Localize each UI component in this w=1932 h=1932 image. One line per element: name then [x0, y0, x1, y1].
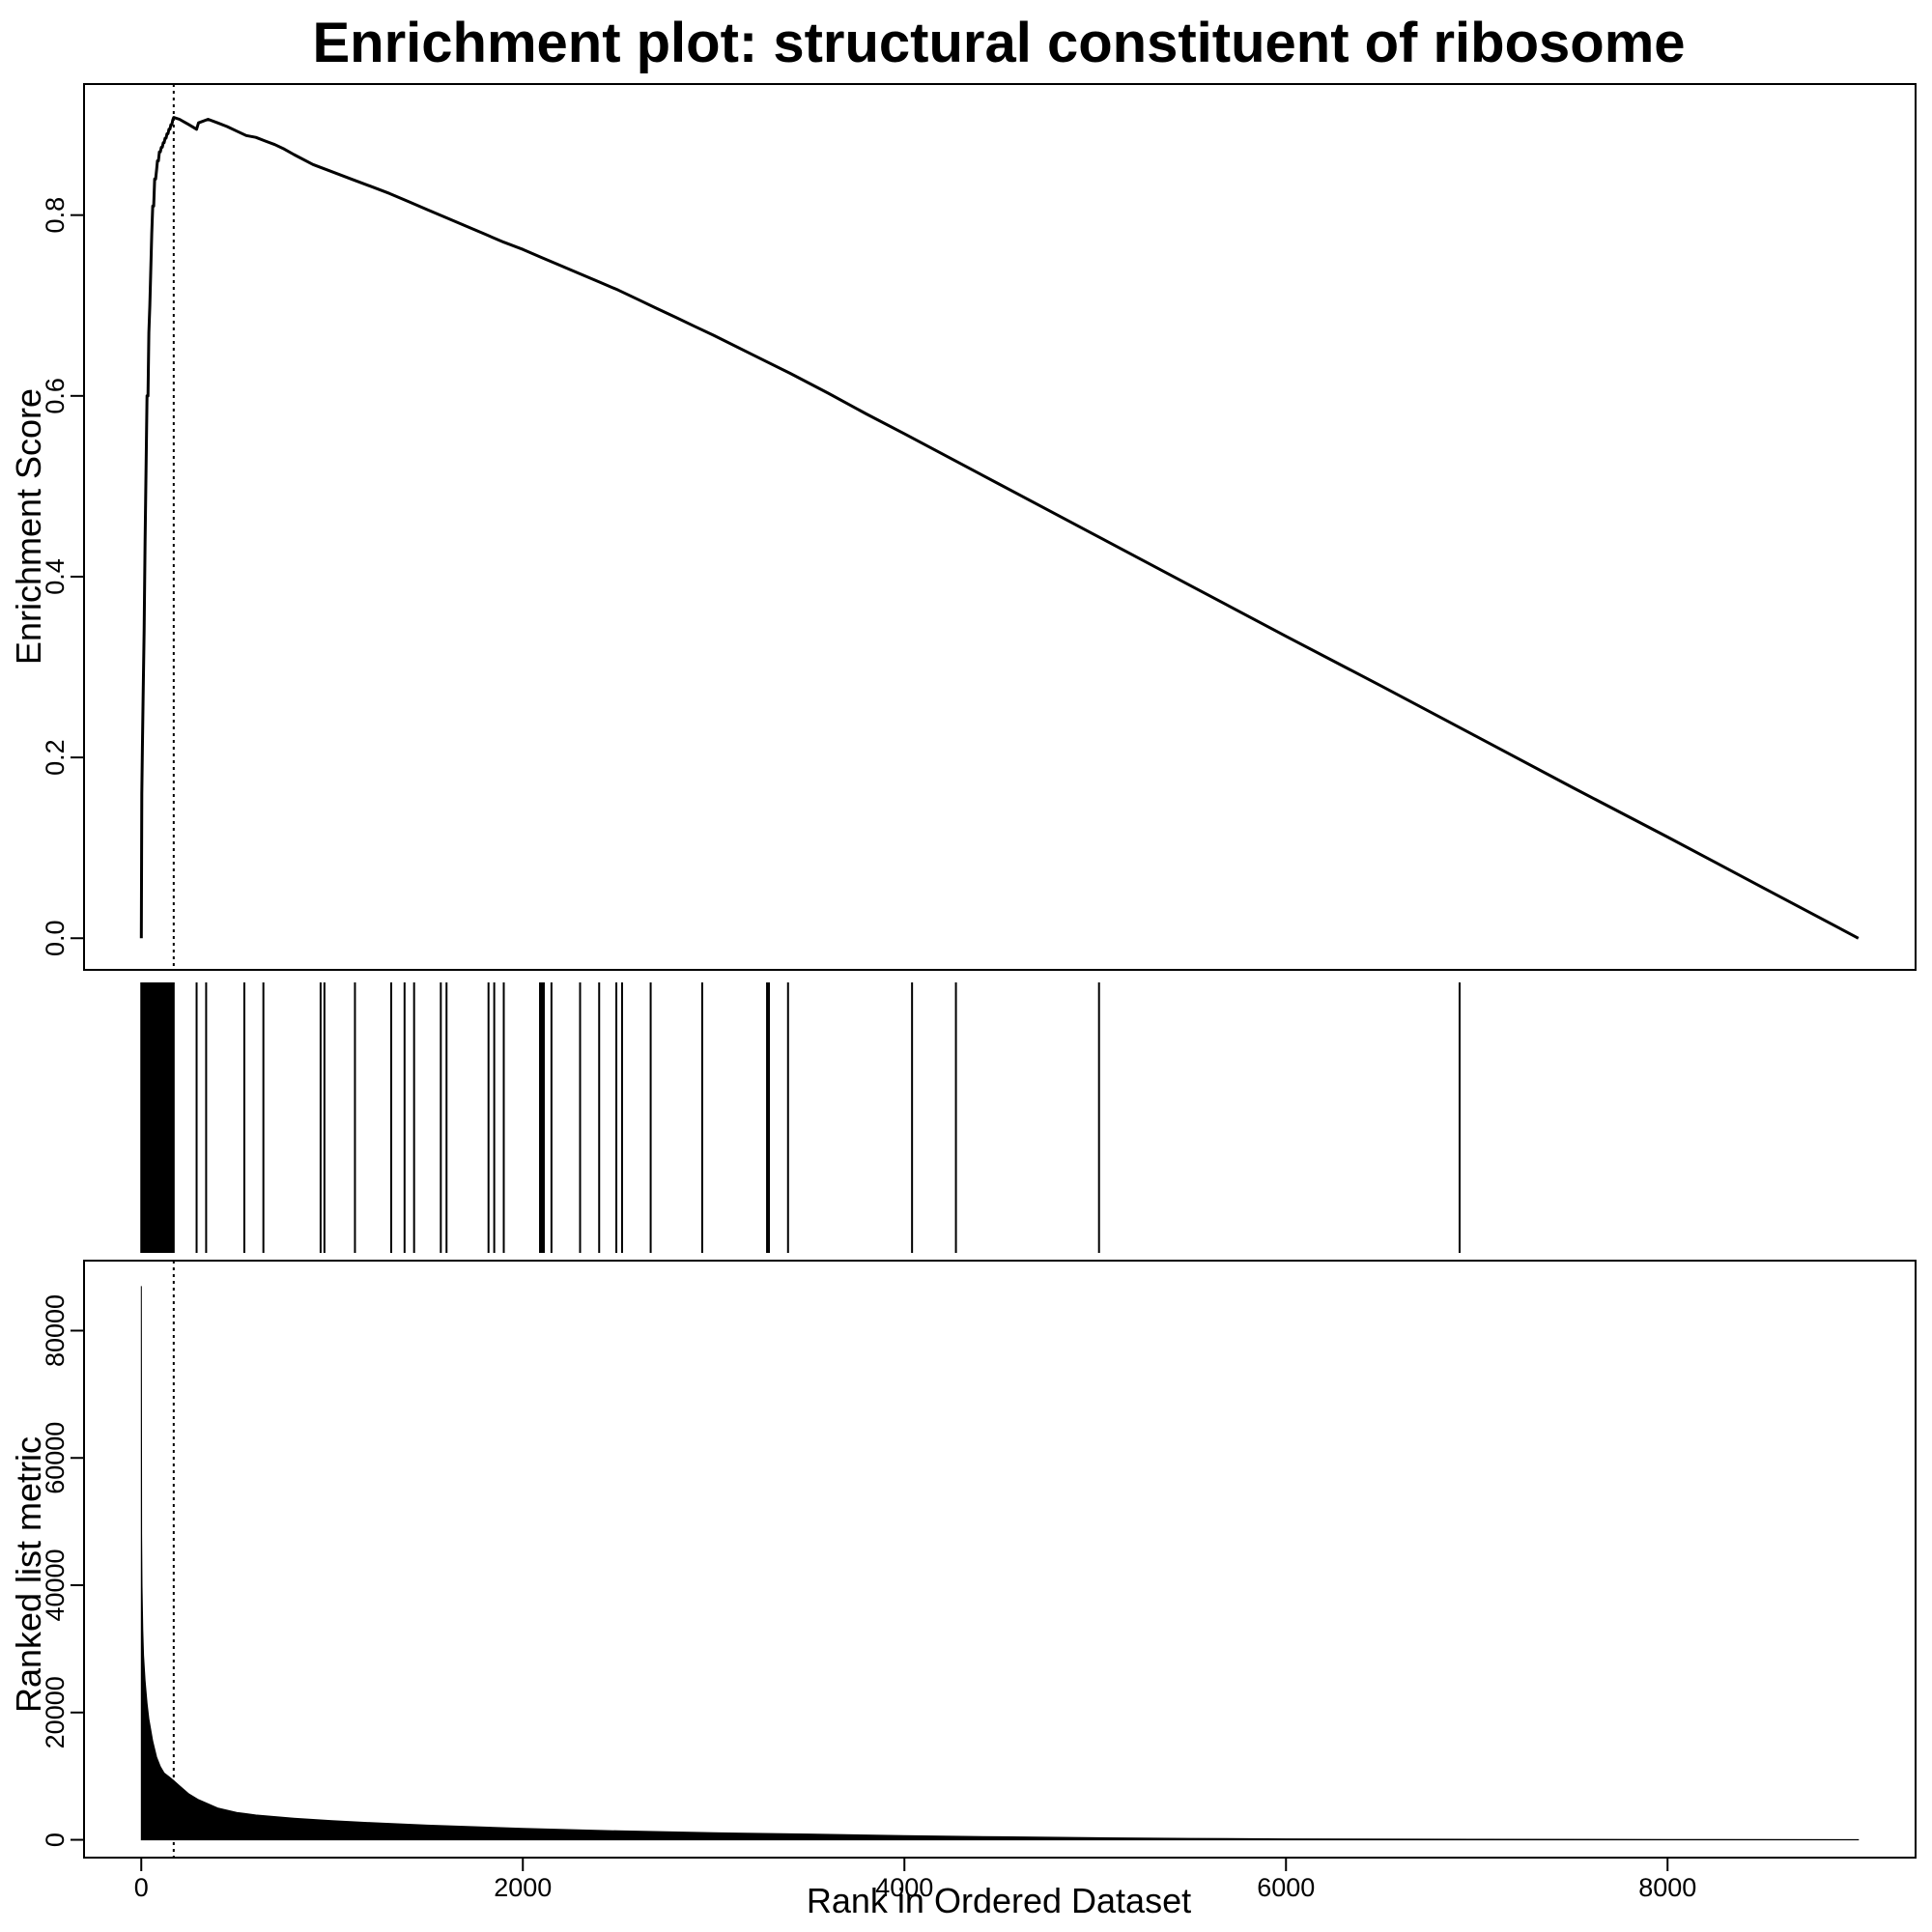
x-tick-label: 2000: [494, 1873, 552, 1902]
y-tick-label: 80000: [41, 1294, 70, 1367]
y-tick-label: 0: [41, 1833, 70, 1847]
enrichment-score-axis-label: Enrichment Score: [9, 388, 48, 665]
enrichment-score-line: [139, 116, 1860, 940]
ranked-metric-panel: 0 20000 40000 60000 80000 0 2000 4000 6000 8000: [41, 1260, 1917, 1902]
x-tick-label: 0: [134, 1873, 149, 1902]
ranked-metric-axis-label: Ranked list metric: [9, 1436, 48, 1713]
y-tick-label: 20000: [41, 1676, 70, 1748]
y-tick-label: 0.2: [41, 739, 70, 776]
gene-hit-panel: [140, 982, 1461, 1253]
ranked-metric-plot-frame: [83, 1260, 1917, 1859]
ranked-metric-area: [140, 1286, 1860, 1841]
y-tick-label: 0.6: [41, 378, 70, 414]
y-tick-label: 60000: [41, 1422, 70, 1494]
enrichment-score-panel: 0.0 0.2 0.4 0.6 0.8: [41, 83, 1917, 971]
x-tick-label: 8000: [1638, 1873, 1696, 1902]
y-tick-label: 0.4: [41, 558, 70, 595]
chart-title: Enrichment plot: structural constituent …: [312, 12, 1685, 74]
y-tick-label: 40000: [41, 1548, 70, 1621]
y-tick-label: 0.8: [41, 197, 70, 234]
y-tick-label: 0.0: [41, 920, 70, 956]
x-tick-label: 4000: [875, 1873, 933, 1902]
x-tick-label: 6000: [1257, 1873, 1315, 1902]
rank-axis-label: Rank in Ordered Dataset: [807, 1881, 1191, 1920]
enrichment-plot-frame: [83, 83, 1917, 971]
